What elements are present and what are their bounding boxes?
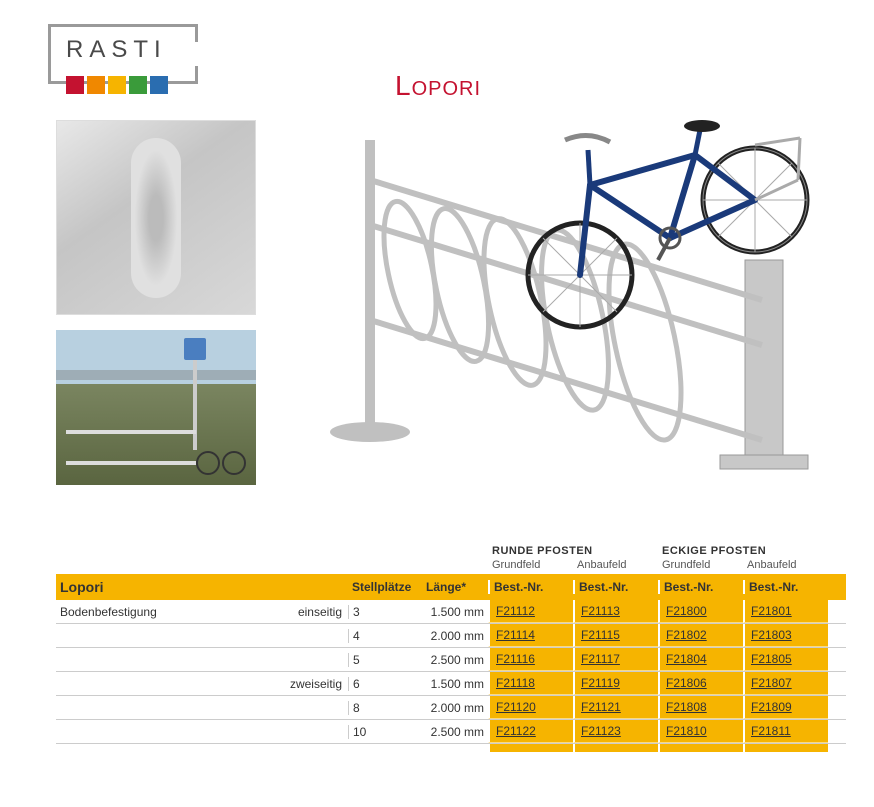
row-length: 2.000 mm bbox=[422, 629, 488, 643]
col-best-1: Best.-Nr. bbox=[488, 580, 573, 594]
order-code-link[interactable]: F21112 bbox=[488, 600, 573, 623]
row-side: zweiseitig bbox=[256, 677, 348, 691]
order-code-link[interactable]: F21118 bbox=[488, 672, 573, 695]
order-code-link[interactable]: F21806 bbox=[658, 672, 743, 695]
product-table: RUNDE PFOSTEN ECKIGE PFOSTEN Grundfeld A… bbox=[56, 545, 846, 752]
order-code-link[interactable]: F21801 bbox=[743, 600, 828, 623]
order-code-link[interactable]: F21805 bbox=[743, 648, 828, 671]
subcol-anbaufeld-1: Anbaufeld bbox=[573, 559, 658, 571]
row-side: einseitig bbox=[256, 605, 348, 619]
col-best-3: Best.-Nr. bbox=[658, 580, 743, 594]
table-title: Lopori bbox=[56, 579, 256, 595]
order-code-link[interactable]: F21121 bbox=[573, 696, 658, 719]
order-code-link[interactable]: F21804 bbox=[658, 648, 743, 671]
row-length: 1.500 mm bbox=[422, 605, 488, 619]
table-row: 82.000 mmF21120F21121F21808F21809 bbox=[56, 696, 846, 720]
logo-sq-2 bbox=[87, 76, 105, 94]
col-laenge: Länge* bbox=[422, 580, 488, 594]
row-places: 4 bbox=[348, 629, 422, 643]
order-code-link[interactable]: F21115 bbox=[573, 624, 658, 647]
order-code-link[interactable]: F21119 bbox=[573, 672, 658, 695]
row-places: 3 bbox=[348, 605, 422, 619]
row-length: 2.500 mm bbox=[422, 725, 488, 739]
table-title-row: Lopori Stellplätze Länge* Best.-Nr. Best… bbox=[56, 574, 846, 600]
order-code-link[interactable]: F21114 bbox=[488, 624, 573, 647]
table-row: 102.500 mmF21122F21123F21810F21811 bbox=[56, 720, 846, 744]
row-places: 8 bbox=[348, 701, 422, 715]
logo-sq-1 bbox=[66, 76, 84, 94]
table-row: 42.000 mmF21114F21115F21802F21803 bbox=[56, 624, 846, 648]
order-code-link[interactable]: F21116 bbox=[488, 648, 573, 671]
order-code-link[interactable]: F21803 bbox=[743, 624, 828, 647]
col-group-square: ECKIGE PFOSTEN bbox=[658, 545, 828, 557]
logo-sq-5 bbox=[150, 76, 168, 94]
outdoor-image bbox=[56, 330, 256, 485]
brand-logo: RASTI bbox=[48, 24, 248, 84]
detail-image bbox=[56, 120, 256, 315]
order-code-link[interactable]: F21810 bbox=[658, 720, 743, 743]
row-length: 1.500 mm bbox=[422, 677, 488, 691]
col-stellplaetze: Stellplätze bbox=[348, 580, 422, 594]
order-code-link[interactable]: F21811 bbox=[743, 720, 828, 743]
order-code-link[interactable]: F21123 bbox=[573, 720, 658, 743]
main-product-image bbox=[300, 60, 840, 520]
subcol-grundfeld-1: Grundfeld bbox=[488, 559, 573, 571]
order-code-link[interactable]: F21113 bbox=[573, 600, 658, 623]
row-length: 2.000 mm bbox=[422, 701, 488, 715]
logo-sq-3 bbox=[108, 76, 126, 94]
order-code-link[interactable]: F21809 bbox=[743, 696, 828, 719]
logo-text: RASTI bbox=[66, 36, 167, 64]
row-label: Bodenbefestigung bbox=[56, 605, 256, 619]
row-places: 10 bbox=[348, 725, 422, 739]
col-group-round: RUNDE PFOSTEN bbox=[488, 545, 658, 557]
row-places: 5 bbox=[348, 653, 422, 667]
logo-sq-4 bbox=[129, 76, 147, 94]
order-code-link[interactable]: F21802 bbox=[658, 624, 743, 647]
table-row: zweiseitig61.500 mmF21118F21119F21806F21… bbox=[56, 672, 846, 696]
col-best-2: Best.-Nr. bbox=[573, 580, 658, 594]
subcol-grundfeld-2: Grundfeld bbox=[658, 559, 743, 571]
row-places: 6 bbox=[348, 677, 422, 691]
order-code-link[interactable]: F21120 bbox=[488, 696, 573, 719]
subcol-anbaufeld-2: Anbaufeld bbox=[743, 559, 828, 571]
order-code-link[interactable]: F21117 bbox=[573, 648, 658, 671]
order-code-link[interactable]: F21807 bbox=[743, 672, 828, 695]
table-row: 52.500 mmF21116F21117F21804F21805 bbox=[56, 648, 846, 672]
row-length: 2.500 mm bbox=[422, 653, 488, 667]
logo-color-squares bbox=[66, 76, 168, 94]
col-best-4: Best.-Nr. bbox=[743, 580, 828, 594]
order-code-link[interactable]: F21122 bbox=[488, 720, 573, 743]
table-row: Bodenbefestigungeinseitig31.500 mmF21112… bbox=[56, 600, 846, 624]
order-code-link[interactable]: F21808 bbox=[658, 696, 743, 719]
order-code-link[interactable]: F21800 bbox=[658, 600, 743, 623]
